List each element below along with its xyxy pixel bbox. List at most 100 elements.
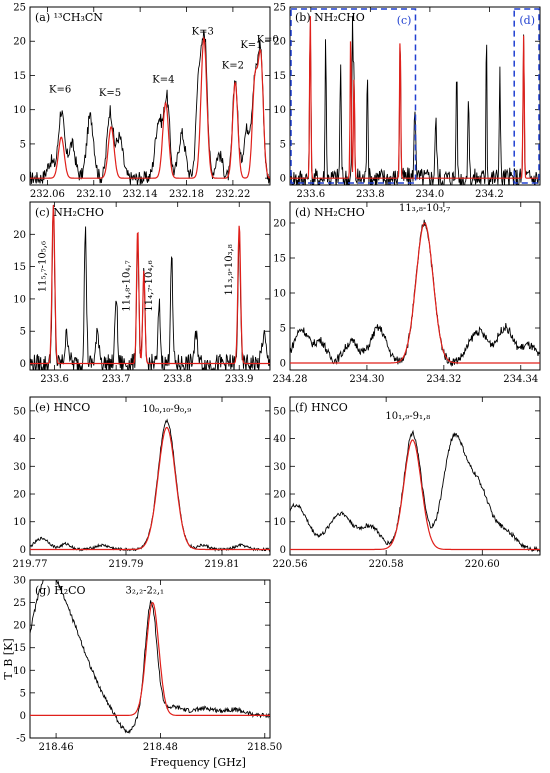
y-tick-label: 20: [273, 490, 286, 501]
panel-g: 218.46 218.48 218.50 -5 0 5 10 15 20 25 30 (g) H₂CO…: [13, 576, 282, 754]
model-spectrum-line: [30, 205, 270, 365]
x-tick-label: 232.18: [169, 189, 204, 200]
y-tick-label: 20: [13, 490, 26, 501]
y-tick-label: 25: [13, 598, 26, 609]
plot-area: [30, 30, 270, 185]
panel-c: 233.6 233.7 233.8 233.9 0 5 10 15 20 (c) NH₂CHO 11…: [13, 201, 271, 385]
x-tick-label: 232.14: [123, 189, 158, 200]
plot-area: [290, 15, 540, 185]
y-tick-label: 0: [280, 174, 286, 185]
x-tick-label: 233.6: [40, 374, 69, 385]
line-label: K=0: [257, 35, 279, 46]
y-tick-label: 20: [273, 37, 286, 48]
x-tick-label: 233.8: [163, 374, 192, 385]
x-tick-label: 233.7: [102, 374, 131, 385]
y-tick-label: 25: [13, 3, 26, 14]
y-axis-label: T_B [K]: [2, 638, 15, 679]
panel-title: (c) NH₂CHO: [35, 206, 104, 219]
x-tick-label: 234.0: [416, 189, 445, 200]
observed-spectrum-line: [30, 204, 270, 370]
model-spectrum-line: [290, 439, 540, 551]
line-label: K=3: [192, 26, 214, 37]
y-tick-label: 15: [13, 71, 26, 82]
panel-title: (b) NH₂CHO: [295, 11, 365, 24]
line-label: K=5: [99, 88, 121, 99]
panel-f: 220.56 220.58 220.60 0 10 20 30 40 50 (f) HNCO 10₁…: [273, 396, 541, 570]
panel-title: (e) HNCO: [35, 401, 90, 414]
y-tick-label: 5: [20, 327, 26, 338]
x-tick-label: 233.9: [225, 374, 254, 385]
y-tick-label: 50: [13, 406, 26, 417]
y-tick-label: 40: [273, 434, 286, 445]
x-tick-label: 218.48: [143, 742, 178, 753]
x-tick-label: 219.81: [205, 559, 240, 570]
observed-spectrum-line: [30, 30, 270, 185]
y-tick-label: 50: [273, 406, 286, 417]
line-label: 10₁,₉-9₁,₈: [385, 411, 430, 422]
zoom-region-label: (d): [519, 14, 535, 27]
plot-frame: [29, 201, 271, 371]
y-tick-label: 0: [20, 174, 26, 185]
y-tick-label: 0: [20, 711, 26, 722]
line-label: 11₃,₉-10₃,₈: [224, 244, 235, 295]
y-tick-label: 5: [280, 324, 286, 335]
line-label: K=4: [152, 74, 174, 85]
x-axis-label: Frequency [GHz]: [150, 756, 246, 769]
plot-area: [30, 418, 270, 553]
zoom-region-box: [513, 8, 540, 184]
y-tick-label: 25: [273, 3, 286, 14]
x-tick-label: 218.46: [39, 742, 74, 753]
plot-frame: [289, 6, 541, 186]
panel-b: 233.6 233.8 234.0 234.2 0 5 10 15 20 25 (b) NH₂CHO…: [273, 3, 541, 200]
y-tick-label: 5: [20, 139, 26, 150]
panel-d: 234.28 234.30 234.32 234.34 0 5 10 15 20 (d) NH₂C…: [273, 201, 541, 385]
line-label: 11₅,₇-10₅,₆: [37, 241, 48, 292]
x-tick-label: 220.56: [273, 559, 308, 570]
y-tick-label: 40: [13, 434, 26, 445]
model-spectrum-line: [30, 36, 270, 179]
line-label: 11₄,₇-10₄,₆: [144, 260, 155, 311]
line-label: 10₀,₁₀-9₀,₉: [142, 404, 191, 415]
x-tick-label: 232.22: [215, 189, 250, 200]
y-tick-label: 15: [273, 71, 286, 82]
panel-title: (f) HNCO: [295, 401, 348, 414]
line-label: K=2: [222, 61, 244, 72]
zoom-region-label: (c): [397, 14, 412, 27]
model-spectrum-line: [30, 601, 270, 716]
panel-title: (a) ¹³CH₃CN: [35, 11, 103, 24]
x-tick-label: 234.34: [503, 374, 538, 385]
observed-spectrum-line: [30, 580, 270, 735]
y-tick-label: 10: [13, 517, 26, 528]
x-tick-label: 218.50: [247, 742, 282, 753]
plot-frame: [289, 201, 541, 371]
line-label: 11₄,₈-10₄,₇: [122, 260, 133, 311]
plot-area: [30, 580, 270, 735]
x-tick-label: 234.2: [475, 189, 504, 200]
x-tick-label: 232.10: [76, 189, 111, 200]
panel-a: 232.06 232.10 232.14 232.18 232.22 0 5 10 15 20 25…: [13, 3, 279, 201]
x-tick-label: 234.30: [349, 374, 384, 385]
y-tick-label: 0: [20, 545, 26, 556]
zoom-region-box: [290, 8, 417, 184]
y-tick-label: 15: [13, 262, 26, 273]
line-label: K=6: [49, 85, 71, 96]
observed-spectrum-line: [290, 15, 540, 185]
plot-frame: [29, 579, 271, 739]
plot-area: [290, 219, 540, 368]
x-tick-label: 220.58: [369, 559, 404, 570]
x-tick-label: 232.06: [30, 189, 65, 200]
y-tick-label: 30: [13, 462, 26, 473]
y-tick-label: 10: [273, 517, 286, 528]
y-tick-label: 10: [13, 105, 26, 116]
x-tick-label: 233.6: [297, 189, 326, 200]
x-tick-label: 220.60: [465, 559, 500, 570]
y-tick-label: 0: [280, 545, 286, 556]
y-tick-label: 30: [13, 576, 26, 587]
y-tick-label: 10: [13, 666, 26, 677]
y-tick-label: 5: [280, 139, 286, 150]
y-tick-label: 15: [273, 254, 286, 265]
model-spectrum-line: [290, 222, 540, 364]
line-label: K=1: [240, 40, 262, 51]
y-tick-label: 20: [13, 37, 26, 48]
